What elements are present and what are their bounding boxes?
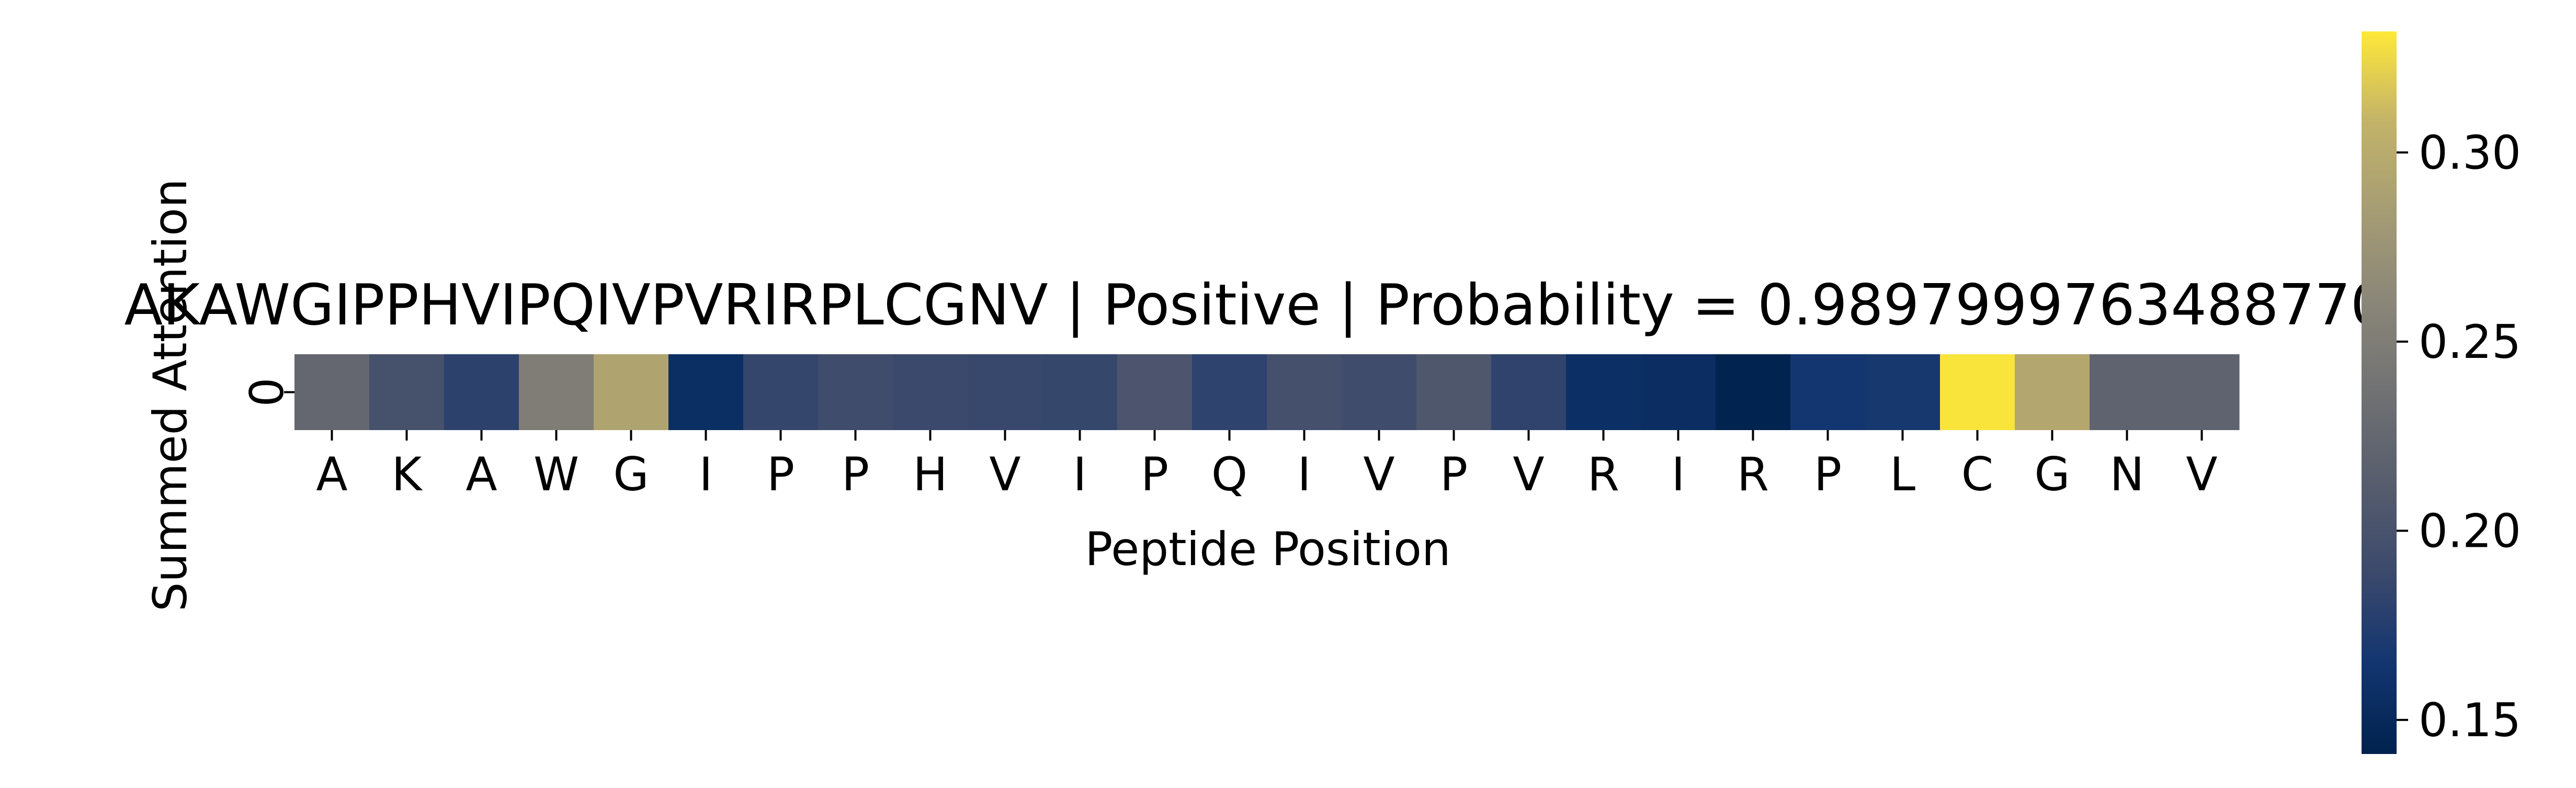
x-tick-label: H xyxy=(913,447,947,501)
x-tick-label: R xyxy=(1737,447,1769,501)
x-tick-label: A xyxy=(466,447,497,501)
x-tick-label: K xyxy=(392,447,423,501)
heatmap-cell xyxy=(818,354,893,430)
heatmap-cell xyxy=(1641,354,1716,430)
heatmap-cell xyxy=(444,354,519,430)
x-tick-label: V xyxy=(2186,447,2217,501)
x-tick-label: P xyxy=(1141,447,1168,501)
heatmap-cell xyxy=(893,354,968,430)
heatmap-cell xyxy=(1865,354,1940,430)
heatmap-cell xyxy=(968,354,1043,430)
heatmap-cell xyxy=(1416,354,1492,430)
colorbar-ticks: 0.15 0.20 0.25 0.30 xyxy=(2397,126,2521,747)
colorbar xyxy=(2362,31,2397,754)
heatmap-cell xyxy=(1790,354,1866,430)
x-tick-label: G xyxy=(2034,447,2070,501)
heatmap-cell xyxy=(1940,354,2015,430)
x-tick-label: V xyxy=(1513,447,1544,501)
x-tick-label: V xyxy=(1363,447,1394,501)
x-tick-label: P xyxy=(842,447,869,501)
heatmap-cell xyxy=(743,354,819,430)
heatmap-cell xyxy=(1566,354,1641,430)
heatmap-cell xyxy=(2090,354,2165,430)
x-tick-label: N xyxy=(2110,447,2144,501)
x-tick-label: V xyxy=(989,447,1020,501)
x-tick-label: I xyxy=(699,447,713,501)
heatmap-cell xyxy=(1342,354,1417,430)
heatmap-cells xyxy=(294,354,2240,430)
x-axis-label: Peptide Position xyxy=(1085,522,1451,576)
colorbar-tick-label: 0.20 xyxy=(2419,504,2521,558)
heatmap-cell xyxy=(519,354,594,430)
heatmap-cell xyxy=(2015,354,2090,430)
x-tick-label: I xyxy=(1298,447,1311,501)
x-tick-label: Q xyxy=(1211,447,1247,501)
x-tick-label: I xyxy=(1672,447,1685,501)
x-tick-label: A xyxy=(316,447,347,501)
heatmap-cell xyxy=(594,354,669,430)
heatmap-cell xyxy=(1192,354,1267,430)
heatmap-cell xyxy=(1716,354,1791,430)
chart-title: AKAWGIPPHVIPQIVPVRIRPLCGNV | Positive | … xyxy=(124,273,2386,338)
x-tick-label: I xyxy=(1073,447,1087,501)
x-tick-label: P xyxy=(1814,447,1842,501)
x-tick-label: C xyxy=(1961,447,1993,501)
y-axis-label: Summed Attention xyxy=(143,178,197,611)
x-tick-label: G xyxy=(613,447,649,501)
x-tick-label: W xyxy=(534,447,579,501)
heatmap-cell xyxy=(1491,354,1567,430)
x-tick-label: P xyxy=(1440,447,1468,501)
y-axis-ticks: 0 xyxy=(240,378,294,407)
heatmap-cell xyxy=(668,354,744,430)
x-tick-label: P xyxy=(767,447,795,501)
colorbar-tick-label: 0.15 xyxy=(2419,693,2521,747)
colorbar-tick-label: 0.25 xyxy=(2419,315,2521,369)
heatmap-cell xyxy=(1267,354,1342,430)
heatmap-cell xyxy=(369,354,445,430)
colorbar-tick-label: 0.30 xyxy=(2419,126,2521,179)
y-tick-label: 0 xyxy=(240,378,294,407)
heatmap-cell xyxy=(294,354,370,430)
heatmap-cell xyxy=(2164,354,2240,430)
heatmap-cell xyxy=(1117,354,1193,430)
x-tick-label: R xyxy=(1587,447,1619,501)
heatmap-cell xyxy=(1042,354,1118,430)
x-tick-label: L xyxy=(1890,447,1915,501)
